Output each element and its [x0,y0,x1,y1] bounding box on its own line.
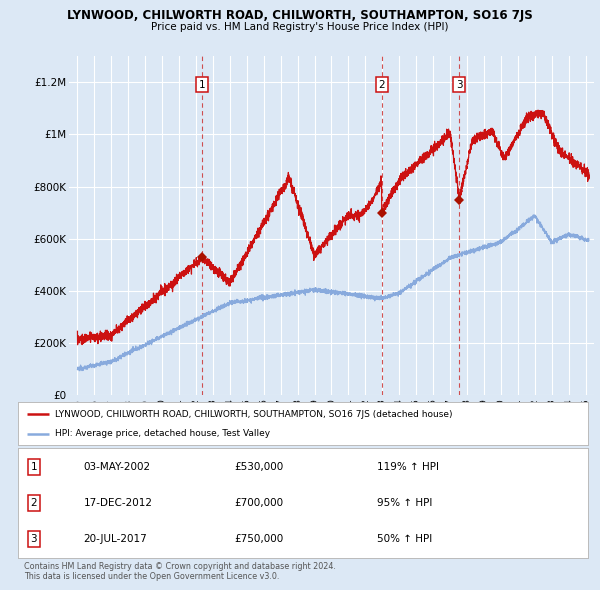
Text: £700,000: £700,000 [235,498,284,508]
Text: LYNWOOD, CHILWORTH ROAD, CHILWORTH, SOUTHAMPTON, SO16 7JS (detached house): LYNWOOD, CHILWORTH ROAD, CHILWORTH, SOUT… [55,409,452,418]
Text: 03-MAY-2002: 03-MAY-2002 [83,462,151,472]
Text: 119% ↑ HPI: 119% ↑ HPI [377,462,439,472]
Text: 1: 1 [199,80,205,90]
Text: 3: 3 [456,80,463,90]
Text: HPI: Average price, detached house, Test Valley: HPI: Average price, detached house, Test… [55,430,270,438]
Text: 17-DEC-2012: 17-DEC-2012 [83,498,152,508]
Text: Contains HM Land Registry data © Crown copyright and database right 2024.
This d: Contains HM Land Registry data © Crown c… [24,562,336,581]
Text: 20-JUL-2017: 20-JUL-2017 [83,534,148,544]
Text: 2: 2 [31,498,37,508]
Text: £750,000: £750,000 [235,534,284,544]
Text: 50% ↑ HPI: 50% ↑ HPI [377,534,433,544]
Text: 95% ↑ HPI: 95% ↑ HPI [377,498,433,508]
Text: LYNWOOD, CHILWORTH ROAD, CHILWORTH, SOUTHAMPTON, SO16 7JS: LYNWOOD, CHILWORTH ROAD, CHILWORTH, SOUT… [67,9,533,22]
Text: £530,000: £530,000 [235,462,284,472]
Text: 1: 1 [31,462,37,472]
Text: 3: 3 [31,534,37,544]
Text: 2: 2 [379,80,385,90]
Text: Price paid vs. HM Land Registry's House Price Index (HPI): Price paid vs. HM Land Registry's House … [151,22,449,32]
